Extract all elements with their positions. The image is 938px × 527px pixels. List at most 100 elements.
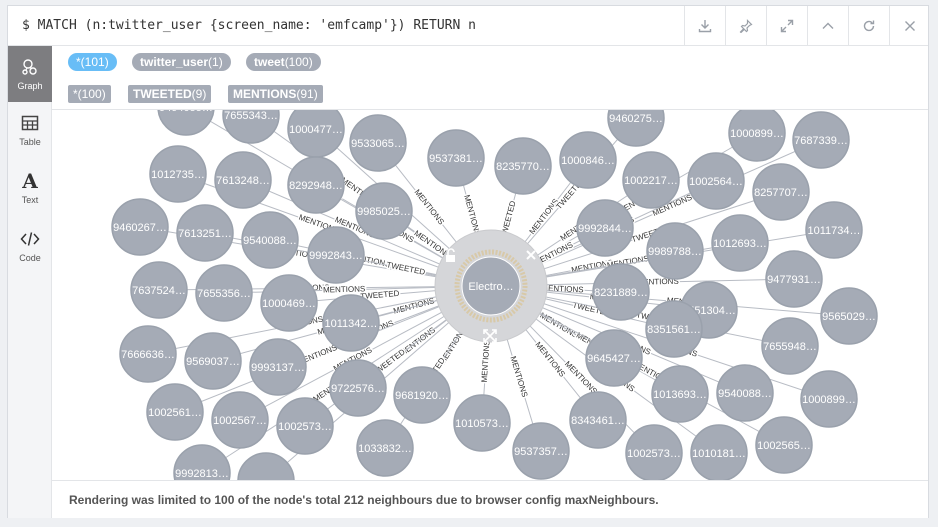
node-circle[interactable] <box>287 156 345 214</box>
node-circle[interactable] <box>805 201 863 259</box>
center-node[interactable] <box>461 256 521 316</box>
rel-tag-tweeted[interactable]: TWEETED(9) <box>128 85 212 103</box>
graph-node[interactable]: 9992844… <box>576 199 634 257</box>
graph-node[interactable]: 7613251… <box>176 204 234 262</box>
graph-node[interactable]: 8257707… <box>752 163 810 221</box>
graph-node[interactable]: 9540088… <box>716 364 774 422</box>
node-circle[interactable] <box>690 424 748 480</box>
rel-tag-all[interactable]: *(100) <box>68 85 111 103</box>
node-circle[interactable] <box>585 329 643 387</box>
node-circle[interactable] <box>646 222 704 280</box>
graph-node[interactable]: 1002561… <box>146 383 204 441</box>
graph-node[interactable]: 9569037… <box>184 332 242 390</box>
graph-node[interactable]: 1012693… <box>711 214 769 272</box>
graph-node[interactable]: 1000846… <box>559 131 617 189</box>
node-circle[interactable] <box>349 114 407 172</box>
graph-node[interactable]: 7666636… <box>119 325 177 383</box>
node-circle[interactable] <box>241 211 299 269</box>
graph-node[interactable]: 9722576… <box>329 359 387 417</box>
graph-node[interactable]: 1002573… <box>625 424 683 480</box>
graph-node[interactable]: 9540088… <box>241 211 299 269</box>
node-circle[interactable] <box>716 364 774 422</box>
graph-node[interactable]: 1002217… <box>622 151 680 209</box>
node-circle[interactable] <box>149 145 207 203</box>
node-circle[interactable] <box>569 391 627 449</box>
graph-node[interactable]: 9460275… <box>607 110 665 147</box>
fullscreen-button[interactable] <box>766 6 807 45</box>
graph-node[interactable]: 9477931… <box>765 250 823 308</box>
node-circle[interactable] <box>711 214 769 272</box>
graph-node[interactable]: 1011342… <box>322 294 380 352</box>
node-circle[interactable] <box>494 137 552 195</box>
node-circle[interactable] <box>222 110 280 144</box>
node-circle[interactable] <box>146 383 204 441</box>
close-button[interactable] <box>889 6 930 45</box>
graph-node[interactable]: 7613248… <box>214 151 272 209</box>
node-circle[interactable] <box>427 129 485 187</box>
node-circle[interactable] <box>800 370 858 428</box>
graph-node[interactable]: 8343461… <box>569 391 627 449</box>
graph-node[interactable]: 1011734… <box>805 201 863 259</box>
unlock-icon[interactable] <box>446 248 455 262</box>
node-circle[interactable] <box>651 365 709 423</box>
graph-node[interactable]: 7655948… <box>761 317 819 375</box>
graph-node[interactable]: 9565029… <box>820 287 878 345</box>
graph-node[interactable]: 1033832… <box>356 419 414 477</box>
graph-node[interactable]: 8351561… <box>645 300 703 358</box>
sidebar-item-code[interactable]: Code <box>8 218 52 274</box>
collapse-button[interactable] <box>807 6 848 45</box>
graph-node[interactable]: 1000477… <box>287 110 345 158</box>
graph-node[interactable]: 1002573… <box>276 397 334 455</box>
node-circle[interactable] <box>184 332 242 390</box>
graph-node[interactable]: 9537381… <box>427 129 485 187</box>
label-pill-twitter-user[interactable]: twitter_user(1) <box>132 53 231 71</box>
graph-node[interactable]: 8235770… <box>494 137 552 195</box>
node-circle[interactable] <box>214 151 272 209</box>
node-circle[interactable] <box>130 261 188 319</box>
graph-node[interactable]: 9989788… <box>646 222 704 280</box>
label-pill-all[interactable]: *(101) <box>68 53 117 71</box>
graph-node[interactable]: 1002567… <box>211 391 269 449</box>
graph-node[interactable]: 1012735… <box>149 145 207 203</box>
node-circle[interactable] <box>157 110 215 136</box>
node-circle[interactable] <box>761 317 819 375</box>
node-circle[interactable] <box>276 397 334 455</box>
node-circle[interactable] <box>576 199 634 257</box>
graph-node[interactable]: 7637524… <box>130 261 188 319</box>
node-circle[interactable] <box>237 452 295 480</box>
node-circle[interactable] <box>559 131 617 189</box>
graph-node[interactable]: 7655343… <box>222 110 280 144</box>
graph-node[interactable]: 9681920… <box>393 366 451 424</box>
graph-node[interactable]: 1010573… <box>453 394 511 452</box>
sidebar-item-table[interactable]: Table <box>8 102 52 158</box>
graph-node[interactable]: 9992813… <box>173 444 231 480</box>
node-circle[interactable] <box>607 110 665 147</box>
node-circle[interactable] <box>260 274 318 332</box>
graph-node[interactable]: 9537357… <box>512 422 570 480</box>
node-circle[interactable] <box>512 422 570 480</box>
graph-node[interactable]: 1013693… <box>651 365 709 423</box>
graph-node[interactable]: 7655356… <box>195 264 253 322</box>
sidebar-item-text[interactable]: A Text <box>8 160 52 216</box>
node-circle[interactable] <box>592 263 650 321</box>
node-circle[interactable] <box>329 359 387 417</box>
node-circle[interactable] <box>307 226 365 284</box>
node-circle[interactable] <box>728 110 786 162</box>
graph-node[interactable]: 1000899… <box>800 370 858 428</box>
expand-node-icon[interactable] <box>483 329 497 343</box>
node-circle[interactable] <box>111 198 169 256</box>
graph-node[interactable]: 1000469… <box>260 274 318 332</box>
download-button[interactable] <box>684 6 725 45</box>
graph-node[interactable]: 8292948… <box>287 156 345 214</box>
node-circle[interactable] <box>249 338 307 396</box>
query-text[interactable]: $ MATCH (n:twitter_user {screen_name: 'e… <box>22 18 476 33</box>
node-circle[interactable] <box>195 264 253 322</box>
graph-node[interactable]: 9992843… <box>307 226 365 284</box>
graph-node[interactable]: 9645427… <box>585 329 643 387</box>
node-circle[interactable] <box>173 444 231 480</box>
graph-node[interactable]: 8231889… <box>592 263 650 321</box>
rerun-button[interactable] <box>848 6 889 45</box>
graph-node[interactable]: 9993137… <box>249 338 307 396</box>
graph-node[interactable]: 1002564… <box>687 152 745 210</box>
graph-node[interactable] <box>237 452 295 480</box>
